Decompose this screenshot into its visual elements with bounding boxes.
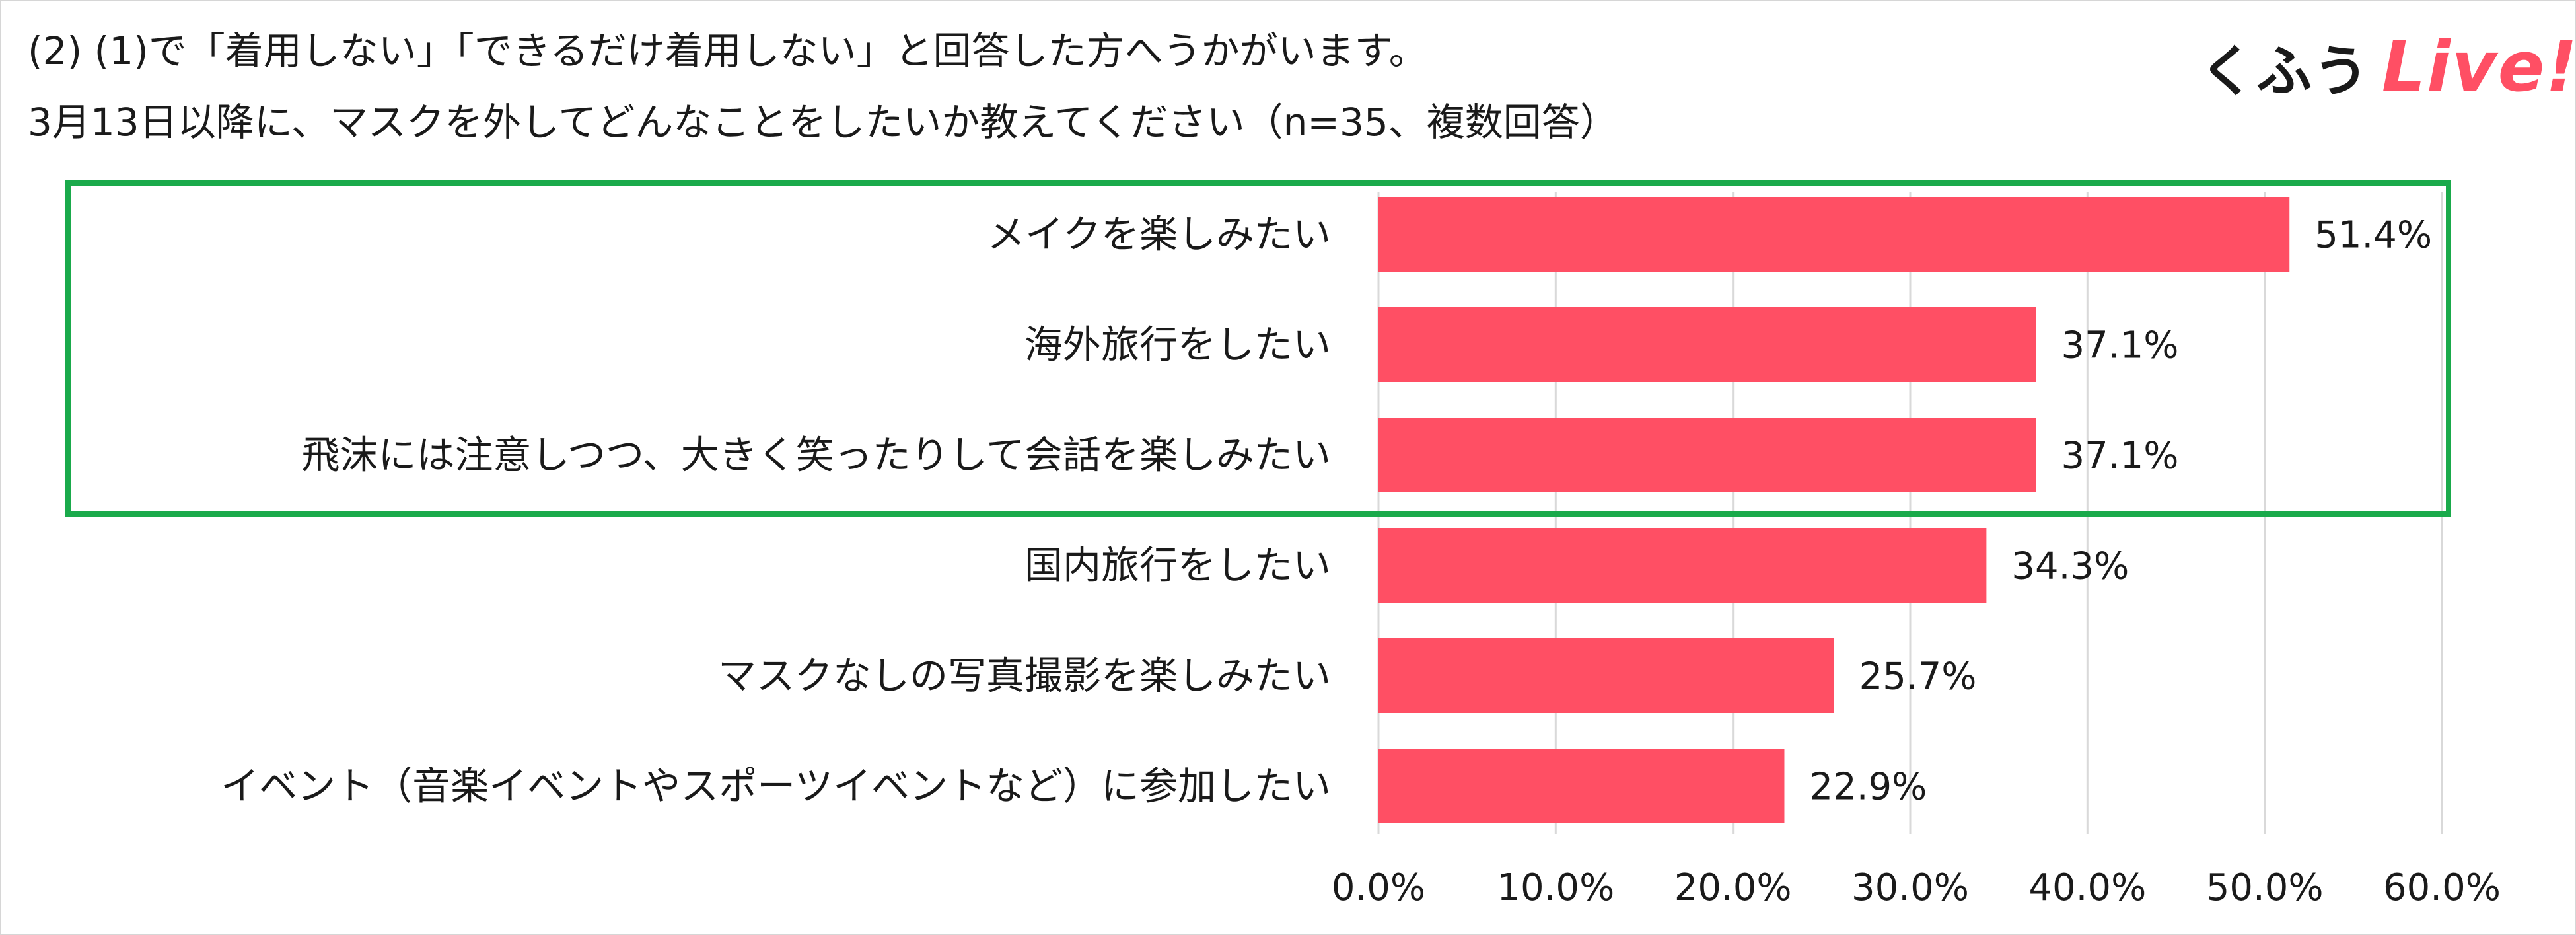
x-tick-label: 30.0% [1851, 866, 1969, 909]
x-tick-label: 0.0% [1332, 866, 1425, 909]
x-tick-label: 50.0% [2206, 866, 2324, 909]
x-tick-label: 10.0% [1497, 866, 1614, 909]
x-tick-label: 20.0% [1674, 866, 1792, 909]
data-label: 25.7% [1859, 655, 1977, 698]
category-label: 飛沫には注意しつつ、大きく笑ったりして会話を楽しみたい [302, 433, 1331, 478]
category-label: マスクなしの写真撮影を楽しみたい [718, 654, 1331, 698]
category-label: 国内旅行をしたい [1024, 543, 1331, 588]
data-label: 37.1% [2061, 435, 2179, 478]
bar [1378, 638, 1834, 713]
kufu-live-logo: くふう Live! [2200, 26, 2576, 107]
category-label: イベント（音楽イベントやスポーツイベントなど）に参加したい [221, 764, 1331, 809]
logo-text-live: Live! [2382, 26, 2576, 107]
data-label: 37.1% [2061, 324, 2179, 367]
highlight-layer [65, 180, 2451, 517]
chart-title-line2: 3月13日以降に、マスクを外してどんなことをしたいか教えてください（n=35、複… [28, 100, 1618, 145]
x-tick-label: 60.0% [2383, 866, 2501, 909]
category-label: メイクを楽しみたい [987, 212, 1331, 257]
tick-layer: 0.0% 10.0% 20.0% 30.0% 40.0% 50.0% 60.0% [1332, 866, 2501, 909]
bar [1378, 528, 1987, 603]
x-tick-label: 40.0% [2028, 866, 2146, 909]
label-layer: メイクを楽しみたい 51.4% 海外旅行をしたい 37.1% 飛沫には注意しつつ、大きく… [221, 212, 2432, 809]
chart-title-line1: (2) (1)で「着用しない」「できるだけ着用しない」と回答した方へうかがいます… [28, 28, 1427, 73]
highlight-box [65, 180, 2451, 517]
bar [1378, 197, 2290, 272]
data-label: 51.4% [2314, 214, 2432, 257]
data-label: 22.9% [1809, 766, 1927, 809]
bar [1378, 749, 1785, 823]
bar [1378, 307, 2036, 382]
data-label: 34.3% [2011, 545, 2129, 588]
category-label: 海外旅行をしたい [1024, 322, 1331, 367]
bar [1378, 418, 2036, 492]
logo-text-kufu: くふう [2200, 39, 2371, 104]
bar-layer [1378, 197, 2290, 823]
